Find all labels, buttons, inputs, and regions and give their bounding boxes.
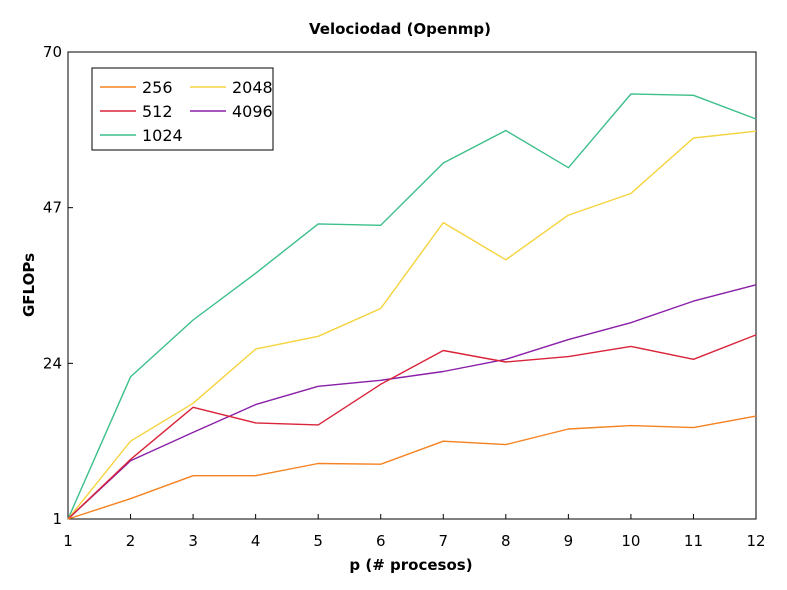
x-axis-label: p (# procesos) xyxy=(349,556,472,574)
x-tick-label: 2 xyxy=(126,532,136,550)
y-tick-label: 1 xyxy=(52,510,62,528)
y-axis-label: GFLOPs xyxy=(20,253,38,317)
y-axis: 1 24 47 70 xyxy=(43,43,73,528)
legend: 256 2048 512 4096 1024 xyxy=(91,67,274,151)
x-tick-label: 10 xyxy=(621,532,640,550)
legend-item-4096: 4096 xyxy=(190,102,273,121)
y-tick-label: 70 xyxy=(43,43,62,61)
x-tick-label: 8 xyxy=(501,532,511,550)
series-lines xyxy=(67,93,757,520)
legend-label: 1024 xyxy=(142,126,183,145)
legend-label: 256 xyxy=(142,78,173,97)
x-tick-label: 1 xyxy=(63,532,73,550)
legend-item-2048: 2048 xyxy=(190,78,273,97)
x-tick-label: 9 xyxy=(564,532,574,550)
x-axis: 1 2 3 4 5 6 7 8 9 10 11 12 xyxy=(63,514,766,550)
legend-item-256: 256 xyxy=(100,78,173,97)
legend-label: 2048 xyxy=(232,78,273,97)
series-line-2048 xyxy=(67,130,757,520)
series-line-4096 xyxy=(67,284,757,520)
legend-box xyxy=(91,67,274,151)
x-tick-label: 3 xyxy=(188,532,198,550)
series-line-256 xyxy=(67,415,757,520)
series-line-512 xyxy=(67,334,757,520)
y-tick-label: 47 xyxy=(43,199,62,217)
legend-item-512: 512 xyxy=(100,102,173,121)
x-tick-label: 7 xyxy=(438,532,448,550)
series-line-1024 xyxy=(67,93,757,520)
chart-title: Velociodad (Openmp) xyxy=(309,20,491,38)
x-tick-label: 11 xyxy=(684,532,703,550)
legend-label: 512 xyxy=(142,102,173,121)
y-tick-label: 24 xyxy=(43,354,62,372)
legend-label: 4096 xyxy=(232,102,273,121)
x-tick-label: 4 xyxy=(251,532,261,550)
x-tick-label: 12 xyxy=(746,532,765,550)
legend-item-1024: 1024 xyxy=(100,126,183,145)
x-tick-label: 6 xyxy=(376,532,386,550)
x-tick-label: 5 xyxy=(313,532,323,550)
